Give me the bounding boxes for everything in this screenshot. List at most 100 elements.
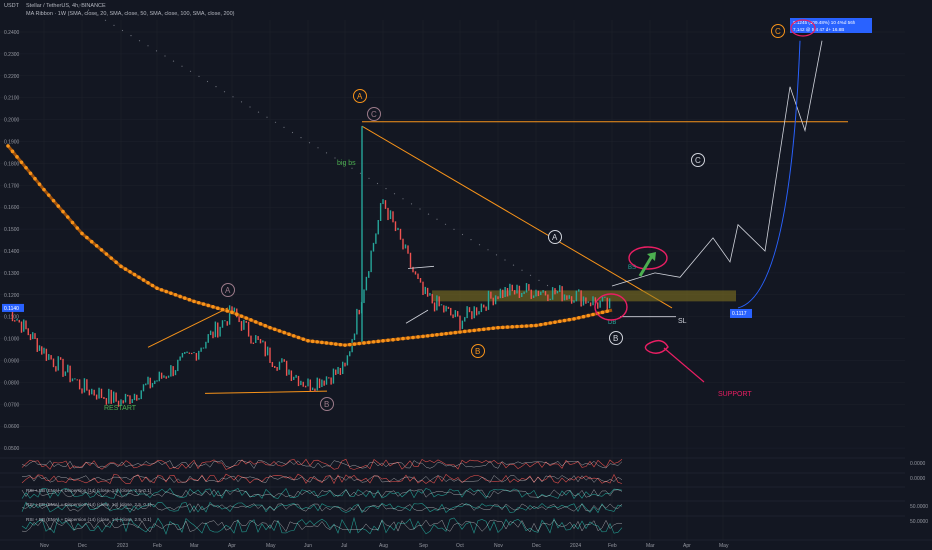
ma-ribbon-point — [477, 328, 481, 332]
ma-ribbon-point — [80, 231, 84, 236]
oscillator-line — [21, 489, 623, 498]
x-tick-label: Apr — [683, 543, 691, 549]
x-tick-label: 2023 — [117, 543, 128, 549]
dotted-decline-point — [359, 172, 362, 174]
wave-label: C — [695, 156, 701, 165]
ma-ribbon-point — [548, 321, 553, 325]
x-tick-label: Mar — [646, 543, 655, 549]
y-tick-label: 0.0500 — [4, 446, 20, 452]
descending-trendline — [361, 125, 673, 309]
ma-ribbon-point — [42, 187, 46, 192]
ma-ribbon-point — [391, 337, 395, 342]
ma-ribbon-point — [401, 336, 405, 341]
ma-ribbon-point — [557, 319, 562, 324]
ma-ribbon-point — [448, 331, 453, 335]
ma-ribbon-point — [338, 342, 343, 347]
ma-ribbon-point — [85, 235, 89, 240]
ma-ribbon-point — [155, 286, 159, 291]
ma-ribbon-point — [268, 325, 272, 330]
ma-ribbon-point — [291, 334, 296, 338]
wave-label: C — [775, 27, 781, 36]
ma-ribbon-point — [141, 278, 146, 282]
ma-ribbon-point — [534, 323, 538, 328]
dotted-decline-point — [96, 14, 98, 16]
ma-ribbon-point — [538, 322, 543, 327]
indicator-legend[interactable]: MA Ribbon · 1W (SMA, close, 20, SMA, clo… — [26, 11, 235, 17]
x-tick-label: Feb — [608, 543, 617, 549]
range-line — [405, 309, 429, 324]
dotted-decline-point — [546, 284, 549, 287]
dotted-decline-point — [478, 244, 481, 246]
symbol-title[interactable]: Stellar / TetherUS, 4h, BINANCE — [26, 3, 106, 9]
y-tick-label: 0.1200 — [4, 293, 20, 299]
panel-value: 50.0000 — [910, 504, 928, 510]
ma-ribbon-point — [543, 322, 548, 326]
ma-ribbon-point — [146, 280, 150, 285]
oscillator-line — [21, 475, 623, 483]
ma-ribbon-point — [61, 209, 65, 214]
dotted-decline-point — [147, 45, 149, 47]
ma-ribbon-point — [65, 215, 70, 219]
ma-ribbon-point — [425, 334, 430, 338]
dotted-decline-point — [342, 162, 345, 164]
dotted-decline-point — [495, 254, 498, 256]
annotation-big-bs: big bs — [337, 160, 356, 167]
dotted-decline-point — [215, 86, 217, 88]
dotted-decline-point — [351, 167, 353, 169]
dotted-decline-point — [274, 121, 277, 123]
x-tick-label: May — [719, 543, 729, 549]
y-tick-label: 0.2100 — [4, 96, 20, 102]
ma-ribbon-point — [182, 296, 187, 300]
currency-unit: USDT — [4, 3, 19, 9]
panel-value: 50.0000 — [910, 519, 928, 525]
ma-ribbon-point — [192, 299, 196, 304]
wave-label: A — [225, 286, 231, 295]
y-tick-label: 0.0900 — [4, 359, 20, 365]
oscillator-line — [21, 460, 623, 469]
ma-ribbon-point — [196, 300, 201, 305]
wave-label-circle — [320, 397, 334, 411]
ma-ribbon-point — [306, 338, 310, 343]
y-tick-label: 0.1900 — [4, 140, 20, 146]
oscillator-line — [21, 516, 623, 535]
dotted-decline-point — [325, 152, 328, 154]
ma-ribbon-point — [416, 335, 420, 339]
dotted-decline-point — [487, 249, 489, 251]
ma-ribbon-point — [37, 182, 42, 187]
ma-ribbon-point — [366, 340, 371, 345]
ma-ribbon-point — [553, 320, 557, 324]
target-price-label: 0.1117 — [732, 311, 747, 317]
ma-ribbon-point — [301, 337, 306, 341]
ma-ribbon-point — [15, 155, 19, 159]
ma-ribbon-point — [562, 318, 567, 323]
x-tick-label: Dec — [78, 543, 87, 549]
y-tick-label: 0.2200 — [4, 74, 20, 80]
support-scribble — [644, 339, 669, 354]
dotted-decline-point — [198, 75, 200, 77]
panel-legend: RSI + BB (EMA) + Dispersion (14) (close,… — [26, 502, 152, 507]
x-tick-label: Aug — [379, 543, 388, 549]
ma-ribbon-point — [324, 341, 329, 345]
x-tick-label: Sep — [419, 543, 428, 549]
ma-ribbon-point — [491, 326, 496, 330]
ma-ribbon-point — [481, 327, 486, 332]
ma-ribbon-point — [430, 333, 435, 338]
x-tick-label: Dec — [532, 543, 541, 549]
dotted-decline-point — [308, 142, 311, 144]
ma-ribbon-point — [89, 239, 94, 244]
ma-ribbon-point — [524, 324, 529, 328]
x-tick-label: Jul — [341, 543, 347, 549]
ma-ribbon-point — [28, 171, 33, 176]
dotted-decline-point — [249, 106, 251, 108]
dotted-decline-point — [300, 137, 302, 139]
target-info-line: 0.1245 (109.48%) 10 4%d 56h — [793, 20, 856, 25]
dotted-decline-point — [206, 80, 209, 83]
ma-ribbon-point — [150, 283, 155, 288]
y-tick-label: 0.2400 — [4, 30, 20, 36]
dotted-decline-point — [130, 35, 132, 37]
ma-ribbon-point — [435, 332, 439, 337]
ma-ribbon-point — [462, 329, 467, 334]
ma-ribbon-point — [123, 267, 128, 271]
highlight-circle — [790, 19, 816, 37]
